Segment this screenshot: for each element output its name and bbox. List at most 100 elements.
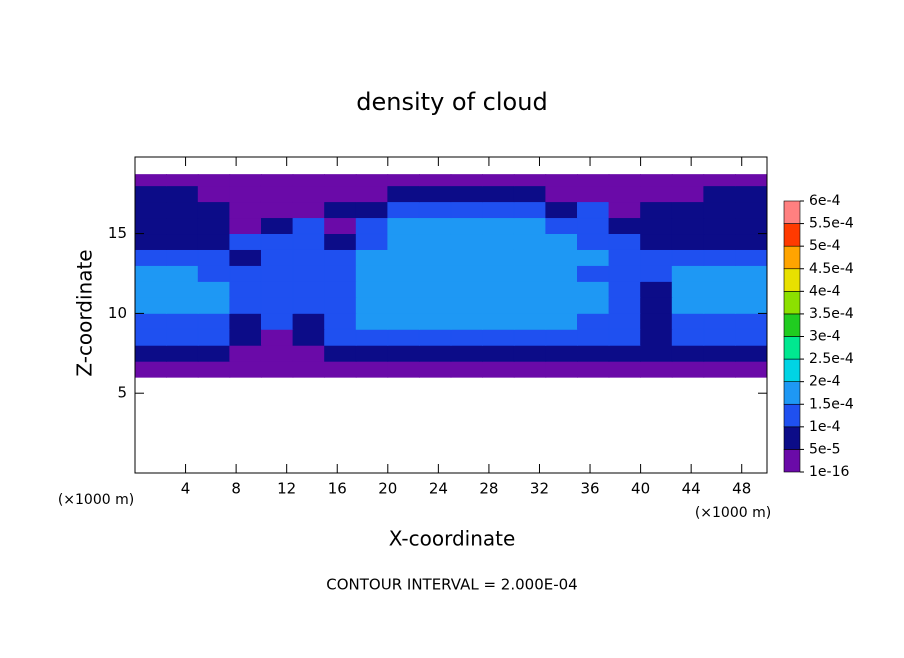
- contour-cell: [482, 233, 515, 250]
- contour-cell: [387, 265, 420, 282]
- contour-cell: [418, 265, 452, 282]
- contour-cell: [608, 297, 642, 314]
- contour-cell: [577, 185, 610, 203]
- contour-cell: [513, 174, 547, 187]
- x-unit-label: (×1000 m): [58, 492, 134, 508]
- contour-cell: [324, 174, 357, 187]
- contour-cell: [197, 233, 231, 250]
- contour-cell: [387, 328, 420, 346]
- colorbar-band: [783, 336, 801, 360]
- contour-cell: [229, 313, 262, 330]
- contour-cell: [197, 265, 231, 282]
- contour-cell: [482, 328, 515, 346]
- contour-cell: [640, 313, 673, 330]
- contour-cell: [166, 174, 199, 187]
- contour-cell: [577, 313, 610, 330]
- contour-cell: [608, 217, 642, 235]
- contour-cell: [229, 217, 262, 235]
- contour-cell: [671, 201, 705, 219]
- contour-cell: [387, 201, 420, 219]
- contour-cell: [640, 328, 673, 346]
- contour-cell: [229, 281, 262, 298]
- contour-cell: [703, 233, 736, 250]
- contour-cell: [292, 313, 326, 330]
- contour-cell: [324, 233, 357, 250]
- contour-cell: [577, 233, 610, 250]
- contour-cell: [482, 217, 515, 235]
- contour-cell: [735, 281, 768, 298]
- contour-cell: [640, 297, 673, 314]
- contour-cell: [134, 265, 168, 282]
- contour-cell: [355, 344, 389, 362]
- contour-cell: [703, 313, 736, 330]
- y-tick-label: 15: [108, 224, 127, 242]
- contour-cell: [545, 201, 578, 219]
- contour-cell: [513, 313, 547, 330]
- contour-cell: [513, 233, 547, 250]
- contour-cell: [418, 297, 452, 314]
- contour-cell: [545, 185, 578, 203]
- x-tick-label: 36: [580, 480, 599, 498]
- x-tick-label: 44: [682, 480, 701, 498]
- colorbar-band: [783, 223, 801, 247]
- x-tick-label: 24: [429, 480, 448, 498]
- contour-cell: [577, 281, 610, 298]
- colorbar-label: 2e-4: [809, 374, 841, 390]
- contour-cell: [355, 360, 389, 378]
- contour-cell: [482, 185, 515, 203]
- contour-cell: [735, 201, 768, 219]
- contour-cell: [166, 201, 199, 219]
- contour-cell: [545, 281, 578, 298]
- x-tick-label: 12: [277, 480, 296, 498]
- contour-cell: [229, 249, 262, 266]
- contour-cell: [640, 233, 673, 250]
- contour-cell: [260, 313, 294, 330]
- contour-cell: [608, 249, 642, 266]
- contour-cell: [387, 313, 420, 330]
- contour-cell: [450, 174, 484, 187]
- colorbar-band: [783, 358, 801, 382]
- contour-cell: [703, 297, 736, 314]
- contour-cell: [608, 281, 642, 298]
- contour-cell: [735, 185, 768, 203]
- contour-cell: [450, 281, 484, 298]
- contour-cell: [292, 185, 326, 203]
- contour-cell: [197, 185, 231, 203]
- contour-cell: [418, 174, 452, 187]
- contour-cell: [671, 249, 705, 266]
- contour-cell: [577, 297, 610, 314]
- contour-cell: [355, 185, 389, 203]
- contour-cell: [703, 360, 736, 378]
- contour-cell: [450, 313, 484, 330]
- x-tick-label: 28: [479, 480, 498, 498]
- contour-cell: [640, 217, 673, 235]
- contour-cell: [134, 233, 168, 250]
- contour-cell: [355, 174, 389, 187]
- contour-cell: [703, 185, 736, 203]
- contour-cell: [450, 249, 484, 266]
- contour-cell: [513, 344, 547, 362]
- contour-cell: [513, 249, 547, 266]
- colorbar-label: 5e-5: [809, 441, 840, 457]
- contour-cell: [418, 185, 452, 203]
- contour-cell: [482, 281, 515, 298]
- contour-cell: [418, 344, 452, 362]
- contour-cell: [134, 313, 168, 330]
- contour-cell: [482, 265, 515, 282]
- contour-cell: [735, 297, 768, 314]
- contour-cell: [671, 265, 705, 282]
- contour-cell: [577, 249, 610, 266]
- colorbar-label: 5.5e-4: [809, 216, 854, 232]
- footer-note: CONTOUR INTERVAL = 2.000E-04: [326, 576, 577, 594]
- contour-cell: [735, 265, 768, 282]
- contour-cell: [640, 281, 673, 298]
- x-tick-label: 8: [231, 480, 241, 498]
- contour-cell: [229, 174, 262, 187]
- contour-cell: [545, 328, 578, 346]
- contour-cell: [418, 328, 452, 346]
- contour-cell: [735, 328, 768, 346]
- y-tick-label: 5: [117, 384, 127, 402]
- colorbar-label: 4.5e-4: [809, 261, 854, 277]
